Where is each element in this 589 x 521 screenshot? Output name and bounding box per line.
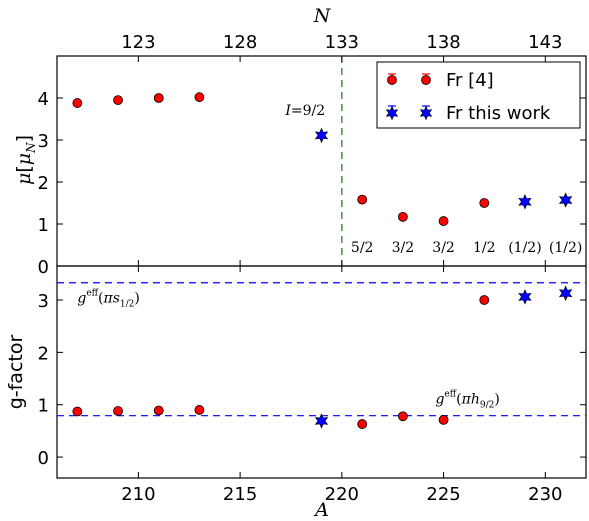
y-tick-label: 0 [38,448,49,469]
spin-label: (1/2) [508,240,541,256]
spin-label: (1/2) [549,240,582,256]
g-plot-frame [56,265,587,479]
top-x-tick-label: 138 [426,32,460,53]
g-factor-panel: geff(πs1/2) geff(πh9/2) 0 1 2 3 210 215 220 225 2… [5,265,587,521]
spin-label: 5/2 [351,240,374,256]
mu-y-axis-title: μ[μN] [13,135,38,185]
x-tick-label: 220 [325,484,359,505]
y-tick-label: 2 [38,343,49,364]
top-x-tick-label: 128 [223,32,257,53]
legend-marker-circle [421,75,431,85]
fr4-data-point [72,98,83,108]
fr4-data-point [153,405,164,416]
spin-label: 1/2 [473,240,496,256]
y-tick-label: 3 [38,131,49,152]
fr4-data-point [397,411,408,422]
fr4-data-point [479,295,490,305]
legend-entry-fr-this-work: Fr this work [385,103,551,124]
legend-marker-circle [387,75,397,85]
top-x-tick-label: 133 [325,32,359,53]
y-tick-label: 1 [38,215,49,236]
y-tick-label: 4 [38,89,49,110]
top-x-tick-label: 143 [528,32,562,53]
x-tick-label: 215 [223,484,257,505]
y-tick-label: 1 [38,396,49,417]
fr4-data-point [479,198,490,208]
x-axis-title: A [313,499,329,521]
fr-this-work-data-point [314,413,329,429]
y-tick-label: 0 [38,257,49,278]
fr4-data-point [194,405,205,415]
fr-this-work-data-point [558,285,573,301]
legend-label-fr-this-work: Fr this work [446,103,551,124]
x-tick-label: 225 [426,484,460,505]
legend: Fr [4] Fr this work [376,61,581,129]
fr-this-work-data-point [558,192,573,208]
fr4-data-point [438,414,449,425]
spin-label: 3/2 [432,240,455,256]
x-tick-label: 230 [528,484,562,505]
y-tick-label: 2 [38,173,49,194]
fr4-data-point [397,211,408,222]
legend-entry-fr4: Fr [4] [387,70,494,91]
fr4-data-point [357,194,368,205]
fr-this-work-data-point [518,289,532,305]
top-axis-title: N [313,5,332,27]
fr4-data-point [72,406,83,417]
fr4-data-point [153,93,164,103]
fr4-data-point [194,92,205,103]
g-eff-annotation: geff(πh9/2) [435,390,499,411]
fr-this-work-data-point [518,193,532,210]
fr4-data-point [438,216,449,226]
x-tick-label: 210 [121,484,155,505]
spin-label: 3/2 [392,240,415,256]
fr4-data-point [113,406,123,416]
top-x-tick-label: 123 [121,32,155,53]
legend-box [376,61,581,129]
legend-label-fr4: Fr [4] [446,70,494,91]
fr-this-work-data-point [314,127,329,144]
spin-annotation: I=9/2 [284,103,325,119]
y-tick-label: 3 [38,291,49,312]
fr4-data-point [357,419,368,429]
g-y-axis-title: g-factor [5,335,27,410]
legend-marker-star [419,105,433,121]
legend-marker-star [385,105,399,121]
g-eff-annotation: geff(πs1/2) [77,289,140,310]
fr4-data-point [113,95,123,105]
